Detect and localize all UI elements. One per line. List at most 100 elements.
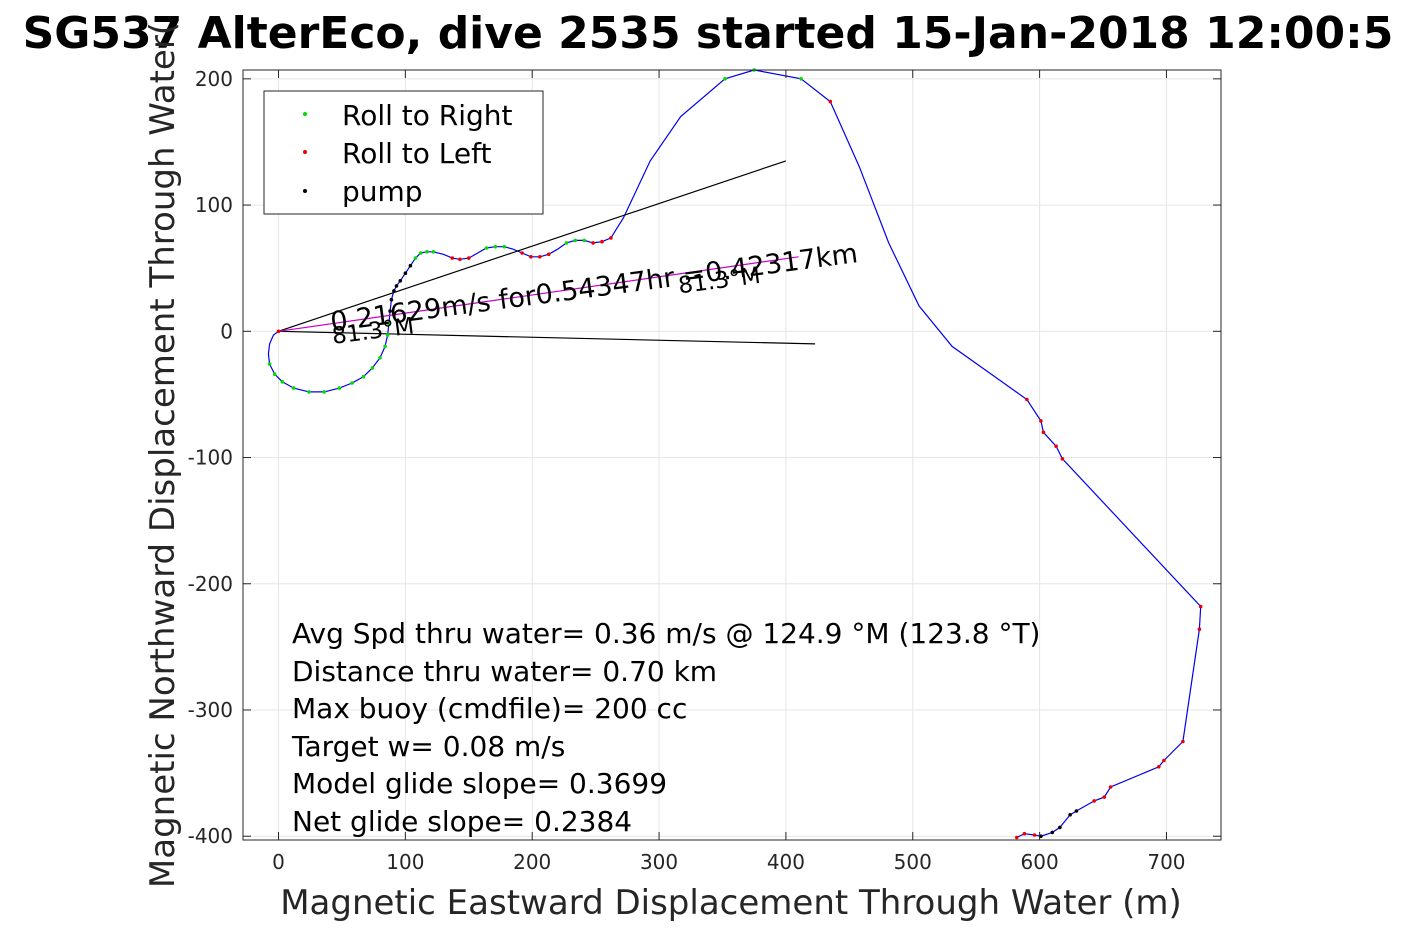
roll-to-right-marker bbox=[502, 244, 507, 249]
chart-title: SG537 AlterEco, dive 2535 started 15-Jan… bbox=[23, 8, 1394, 59]
y-tick-label: 200 bbox=[195, 67, 233, 91]
roll-to-left-marker bbox=[1162, 758, 1166, 763]
roll-to-right-marker bbox=[385, 333, 390, 337]
pump-marker bbox=[1074, 809, 1079, 813]
roll-to-left-marker bbox=[538, 254, 542, 259]
y-tick-label: -300 bbox=[188, 698, 233, 722]
legend-marker-roll-right bbox=[303, 112, 307, 116]
roll-to-left-marker bbox=[591, 241, 595, 245]
roll-to-left-marker bbox=[529, 254, 533, 259]
roll-to-right-marker bbox=[267, 362, 272, 366]
x-tick-label: 700 bbox=[1147, 850, 1185, 874]
roll-to-left-marker bbox=[1054, 444, 1058, 449]
net-course-line bbox=[278, 256, 799, 332]
x-axis-label: Magnetic Eastward Displacement Through W… bbox=[280, 883, 1182, 923]
roll-to-right-marker bbox=[378, 356, 382, 360]
stat-distance: Distance thru water= 0.70 km bbox=[292, 655, 717, 688]
pump-marker bbox=[388, 309, 392, 313]
stats-block: Avg Spd thru water= 0.36 m/s @ 124.9 °M … bbox=[291, 617, 1040, 838]
x-tick-label: 100 bbox=[386, 850, 424, 874]
heading-ray-line bbox=[278, 160, 787, 332]
roll-to-left-marker bbox=[1060, 457, 1065, 461]
roll-to-left-marker bbox=[1198, 604, 1203, 609]
pump-marker bbox=[403, 271, 408, 276]
roll-to-right-marker bbox=[272, 372, 277, 377]
y-tick-label: -400 bbox=[188, 824, 233, 848]
x-tick-label: 0 bbox=[272, 850, 285, 874]
stat-target-w: Target w= 0.08 m/s bbox=[291, 730, 565, 763]
legend: Roll to Right Roll to Left pump bbox=[263, 90, 544, 215]
roll-to-left-marker bbox=[1181, 739, 1185, 744]
pump-marker bbox=[1068, 813, 1072, 817]
roll-to-left-marker bbox=[520, 251, 524, 255]
roll-to-right-marker bbox=[361, 374, 366, 379]
roll-to-left-marker bbox=[1108, 785, 1113, 789]
roll-to-right-marker bbox=[573, 238, 578, 243]
legend-marker-pump bbox=[303, 189, 307, 193]
roll-to-left-marker bbox=[1025, 397, 1029, 402]
plot-series bbox=[267, 68, 1203, 840]
roll-to-right-marker bbox=[383, 344, 387, 349]
roll-to-right-marker bbox=[799, 77, 803, 81]
roll-to-left-marker bbox=[467, 256, 471, 260]
roll-to-left-marker bbox=[450, 256, 455, 260]
roll-to-right-marker bbox=[337, 386, 342, 390]
roll-to-left-marker bbox=[600, 239, 604, 244]
roll-to-right-marker bbox=[418, 251, 423, 255]
x-tick-label: 300 bbox=[640, 850, 678, 874]
roll-to-left-marker bbox=[609, 236, 613, 240]
stat-net-glide: Net glide slope= 0.2384 bbox=[292, 805, 632, 838]
roll-to-left-marker bbox=[458, 257, 462, 262]
roll-to-right-marker bbox=[484, 246, 489, 250]
legend-box bbox=[263, 90, 544, 215]
y-axis-label: Magnetic Northward Displacement Through … bbox=[143, 22, 183, 888]
legend-marker-roll-left bbox=[303, 150, 307, 154]
pump-marker bbox=[398, 279, 403, 283]
axis-ticks: 0 100 200 300 400 500 600 700 200 100 0 -100 -200 -30… bbox=[188, 67, 1221, 874]
roll-to-left-marker bbox=[1015, 835, 1019, 840]
roll-to-left-marker bbox=[1157, 765, 1161, 769]
y-tick-label: -200 bbox=[188, 572, 233, 596]
pump-marker bbox=[408, 263, 413, 268]
roll-to-left-marker bbox=[276, 329, 281, 334]
stat-model-glide: Model glide slope= 0.3699 bbox=[292, 767, 667, 800]
roll-to-right-marker bbox=[387, 321, 391, 326]
roll-to-right-marker bbox=[493, 244, 498, 249]
roll-to-right-marker bbox=[322, 390, 327, 394]
roll-to-left-marker bbox=[1022, 831, 1027, 836]
roll-to-left-marker bbox=[1197, 627, 1202, 631]
legend-label-pump: pump bbox=[342, 175, 423, 208]
roll-to-right-marker bbox=[307, 390, 311, 394]
stat-max-buoy: Max buoy (cmdfile)= 200 cc bbox=[292, 692, 687, 725]
average-ray-line bbox=[278, 330, 816, 345]
grid bbox=[243, 70, 1221, 840]
roll-to-left-marker bbox=[1041, 430, 1046, 435]
roll-to-right-marker bbox=[431, 250, 436, 254]
stat-avg-speed: Avg Spd thru water= 0.36 m/s @ 124.9 °M … bbox=[292, 617, 1040, 650]
roll-to-right-marker bbox=[425, 250, 429, 254]
pump-marker bbox=[1058, 825, 1062, 830]
roll-to-right-marker bbox=[723, 77, 727, 81]
x-tick-label: 200 bbox=[513, 850, 551, 874]
x-tick-label: 500 bbox=[894, 850, 932, 874]
roll-to-right-marker bbox=[350, 381, 354, 385]
legend-label-roll-right: Roll to Right bbox=[342, 99, 513, 132]
roll-to-left-marker bbox=[1092, 799, 1096, 803]
roll-to-right-marker bbox=[582, 238, 586, 243]
roll-to-right-marker bbox=[413, 256, 418, 260]
pump-marker bbox=[392, 289, 396, 293]
pump-marker bbox=[394, 284, 399, 288]
roll-to-right-marker bbox=[370, 366, 375, 370]
x-tick-label: 600 bbox=[1021, 850, 1059, 874]
pump-marker bbox=[389, 297, 394, 302]
roll-to-right-marker bbox=[280, 380, 285, 384]
legend-label-roll-left: Roll to Left bbox=[342, 137, 491, 170]
roll-to-left-marker bbox=[1102, 795, 1107, 799]
roll-to-right-marker bbox=[564, 241, 569, 245]
roll-to-left-marker bbox=[1039, 419, 1043, 423]
roll-to-left-marker bbox=[828, 99, 833, 104]
y-tick-label: 0 bbox=[220, 319, 233, 343]
x-tick-label: 400 bbox=[767, 850, 805, 874]
